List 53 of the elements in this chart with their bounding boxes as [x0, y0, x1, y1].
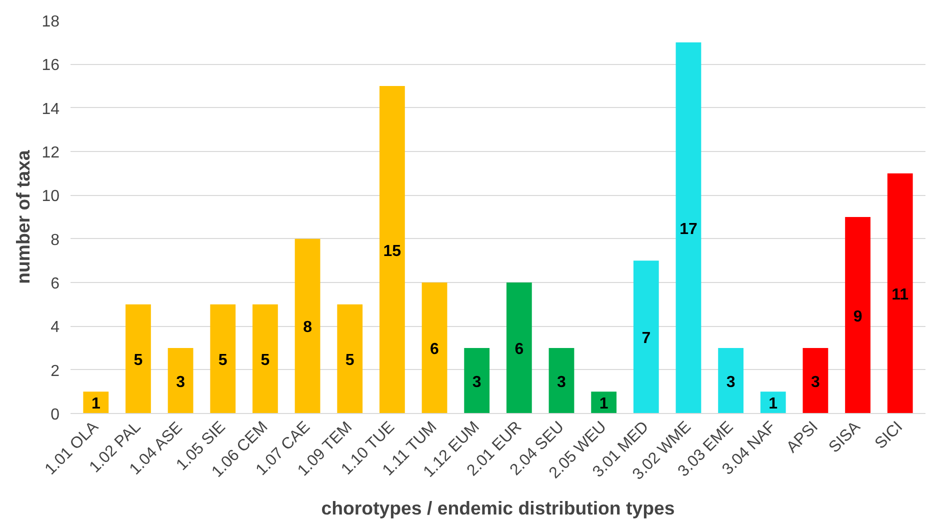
bar	[379, 86, 405, 414]
bar	[168, 348, 194, 414]
data-label: 9	[853, 308, 862, 326]
bar	[548, 348, 574, 414]
data-label: 6	[514, 341, 524, 358]
bar	[252, 304, 278, 414]
data-label: 11	[892, 286, 909, 304]
data-label: 3	[726, 374, 736, 391]
bar	[506, 282, 532, 414]
data-label: 3	[811, 374, 820, 391]
data-label: 7	[642, 330, 651, 348]
y-tick-label: 8	[50, 232, 60, 249]
y-tick-label: 16	[42, 57, 60, 74]
bar	[718, 348, 744, 414]
data-label: 8	[303, 319, 312, 336]
bar	[126, 304, 151, 414]
data-label: 5	[134, 352, 143, 369]
y-tick-label: 10	[42, 188, 60, 206]
x-tick-label: SICI	[872, 418, 906, 453]
data-label: 5	[345, 352, 354, 369]
y-tick-label: 14	[42, 100, 60, 118]
y-tick-label: 12	[42, 144, 60, 162]
data-label: 5	[218, 352, 228, 369]
x-axis-title: chorotypes / endemic distribution types	[321, 497, 675, 518]
bar	[845, 217, 870, 414]
bar	[294, 238, 320, 414]
y-tick-label: 6	[50, 276, 60, 292]
data-label: 5	[260, 352, 270, 369]
data-label: 3	[557, 374, 566, 391]
bar	[337, 304, 363, 414]
bar	[464, 348, 490, 414]
bar	[591, 392, 617, 414]
bar	[83, 392, 109, 414]
data-label: 1	[599, 396, 608, 413]
y-axis-title: number of taxa	[12, 150, 34, 284]
y-tick-label: 4	[50, 319, 60, 336]
bar	[633, 260, 659, 414]
bar	[887, 173, 913, 414]
bar	[802, 348, 828, 414]
data-label: 17	[680, 220, 698, 238]
data-label: 15	[383, 242, 402, 260]
data-label: 3	[472, 374, 482, 391]
bar	[676, 42, 702, 414]
y-tick-label: 18	[42, 14, 60, 30]
bar	[422, 282, 448, 414]
y-tick-label: 2	[50, 362, 60, 380]
y-tick-label: 0	[50, 406, 60, 424]
data-label: 1	[768, 396, 778, 413]
bar	[210, 304, 236, 414]
data-label: 6	[430, 341, 440, 358]
bar	[760, 392, 786, 414]
data-label: 1	[91, 396, 100, 413]
data-label: 3	[176, 374, 186, 391]
